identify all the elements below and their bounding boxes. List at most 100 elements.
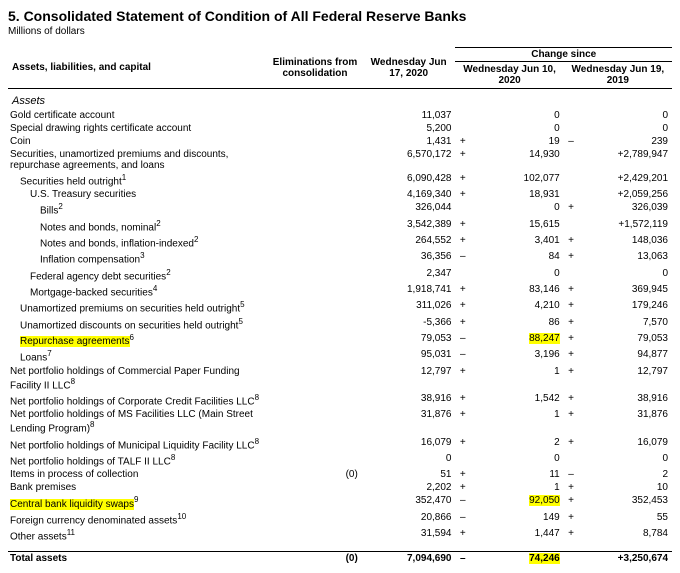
cell-elim [268, 148, 362, 172]
cell-d2: 55 [578, 511, 672, 527]
table-row: Net portfolio holdings of TALF II LLC800… [8, 452, 672, 468]
row-label: Loans7 [8, 348, 268, 364]
cell-elim [268, 436, 362, 452]
cell-d1: 88,247 [470, 332, 564, 348]
table-row: Repurchase agreements679,053–88,247+79,0… [8, 332, 672, 348]
cell-elim [268, 267, 362, 283]
row-label: Notes and bonds, inflation-indexed2 [8, 234, 268, 250]
cell-d2: 369,945 [578, 283, 672, 299]
cell-d1: 19 [470, 135, 564, 148]
cell-elim [268, 527, 362, 543]
sign: – [564, 468, 579, 481]
sign: + [564, 408, 579, 435]
cell-value: 6,090,428 [362, 172, 456, 188]
cell-value: 2,202 [362, 481, 456, 494]
cell-elim [268, 201, 362, 217]
cell-d2: +2,789,947 [578, 148, 672, 172]
sign [455, 109, 470, 122]
row-label: Mortgage-backed securities4 [8, 283, 268, 299]
table-row: Net portfolio holdings of MS Facilities … [8, 408, 672, 435]
sign [564, 552, 579, 566]
sign: + [455, 172, 470, 188]
cell-d2: 31,876 [578, 408, 672, 435]
cell-value: -5,366 [362, 316, 456, 332]
table-row: Inflation compensation336,356–84+13,063 [8, 250, 672, 266]
cell-value: 1,918,741 [362, 283, 456, 299]
cell-d1: 102,077 [470, 172, 564, 188]
sign: – [455, 332, 470, 348]
row-label: Bank premises [8, 481, 268, 494]
row-label: Foreign currency denominated assets10 [8, 511, 268, 527]
row-label: Securities held outright1 [8, 172, 268, 188]
sign [455, 201, 470, 217]
cell-value: 264,552 [362, 234, 456, 250]
sign: + [564, 365, 579, 392]
cell-d1: 1 [470, 481, 564, 494]
cell-value: 3,542,389 [362, 218, 456, 234]
cell-d2: +1,572,119 [578, 218, 672, 234]
cell-d1: 18,931 [470, 188, 564, 201]
sign: – [455, 511, 470, 527]
cell-d2: +2,429,201 [578, 172, 672, 188]
cell-elim [268, 332, 362, 348]
hdr-since2: Wednesday Jun 19, 2019 [564, 62, 672, 89]
cell-d2: 0 [578, 452, 672, 468]
cell-value: 95,031 [362, 348, 456, 364]
cell-elim [268, 250, 362, 266]
cell-d2: 94,877 [578, 348, 672, 364]
sign: + [564, 332, 579, 348]
row-label: Other assets11 [8, 527, 268, 543]
cell-d1: 0 [470, 109, 564, 122]
cell-elim [268, 218, 362, 234]
row-label: U.S. Treasury securities [8, 188, 268, 201]
table-row: Securities held outright1 6,090,428+102,0… [8, 172, 672, 188]
cell-value: 0 [362, 452, 456, 468]
cell-elim [268, 511, 362, 527]
condition-table: Assets, liabilities, and capital Elimina… [8, 47, 672, 565]
sign [455, 267, 470, 283]
cell-elim [268, 452, 362, 468]
cell-d2: 239 [578, 135, 672, 148]
cell-d1: 4,210 [470, 299, 564, 315]
row-label: Net portfolio holdings of MS Facilities … [8, 408, 268, 435]
hdr-label: Assets, liabilities, and capital [8, 48, 268, 89]
sign: + [455, 436, 470, 452]
table-row: Other assets1131,594+1,447+8,784 [8, 527, 672, 543]
cell-value: 79,053 [362, 332, 456, 348]
cell-value: 38,916 [362, 392, 456, 408]
cell-elim [268, 365, 362, 392]
cell-elim: (0) [268, 468, 362, 481]
row-label: Federal agency debt securities2 [8, 267, 268, 283]
cell-d1: 0 [470, 201, 564, 217]
sign [455, 452, 470, 468]
table-row: U.S. Treasury securities4,169,340+18,931… [8, 188, 672, 201]
cell-elim [268, 408, 362, 435]
cell-d2: 179,246 [578, 299, 672, 315]
sign: + [455, 283, 470, 299]
sign: + [564, 201, 579, 217]
cell-d1: 83,146 [470, 283, 564, 299]
cell-value: 1,431 [362, 135, 456, 148]
sign: + [564, 392, 579, 408]
table-row: Coin1,431+19–239 [8, 135, 672, 148]
sign: + [564, 283, 579, 299]
cell-value: 4,169,340 [362, 188, 456, 201]
table-row: Foreign currency denominated assets10 20,… [8, 511, 672, 527]
total-label: Total assets [8, 552, 268, 566]
row-label: Special drawing rights certificate accou… [8, 122, 268, 135]
sign: + [455, 135, 470, 148]
row-label: Notes and bonds, nominal2 [8, 218, 268, 234]
cell-d2: 148,036 [578, 234, 672, 250]
sign: – [455, 348, 470, 364]
row-label: Securities, unamortized premiums and dis… [8, 148, 268, 172]
cell-value: 16,079 [362, 436, 456, 452]
hdr-since1: Wednesday Jun 10, 2020 [455, 62, 563, 89]
cell-d1: 2 [470, 436, 564, 452]
sign: + [455, 148, 470, 172]
cell-d1: 149 [470, 511, 564, 527]
row-label: Unamortized discounts on securities held… [8, 316, 268, 332]
cell-d2: 7,570 [578, 316, 672, 332]
cell-value: 20,866 [362, 511, 456, 527]
cell-elim [268, 283, 362, 299]
table-row: Bank premises2,202+1+10 [8, 481, 672, 494]
